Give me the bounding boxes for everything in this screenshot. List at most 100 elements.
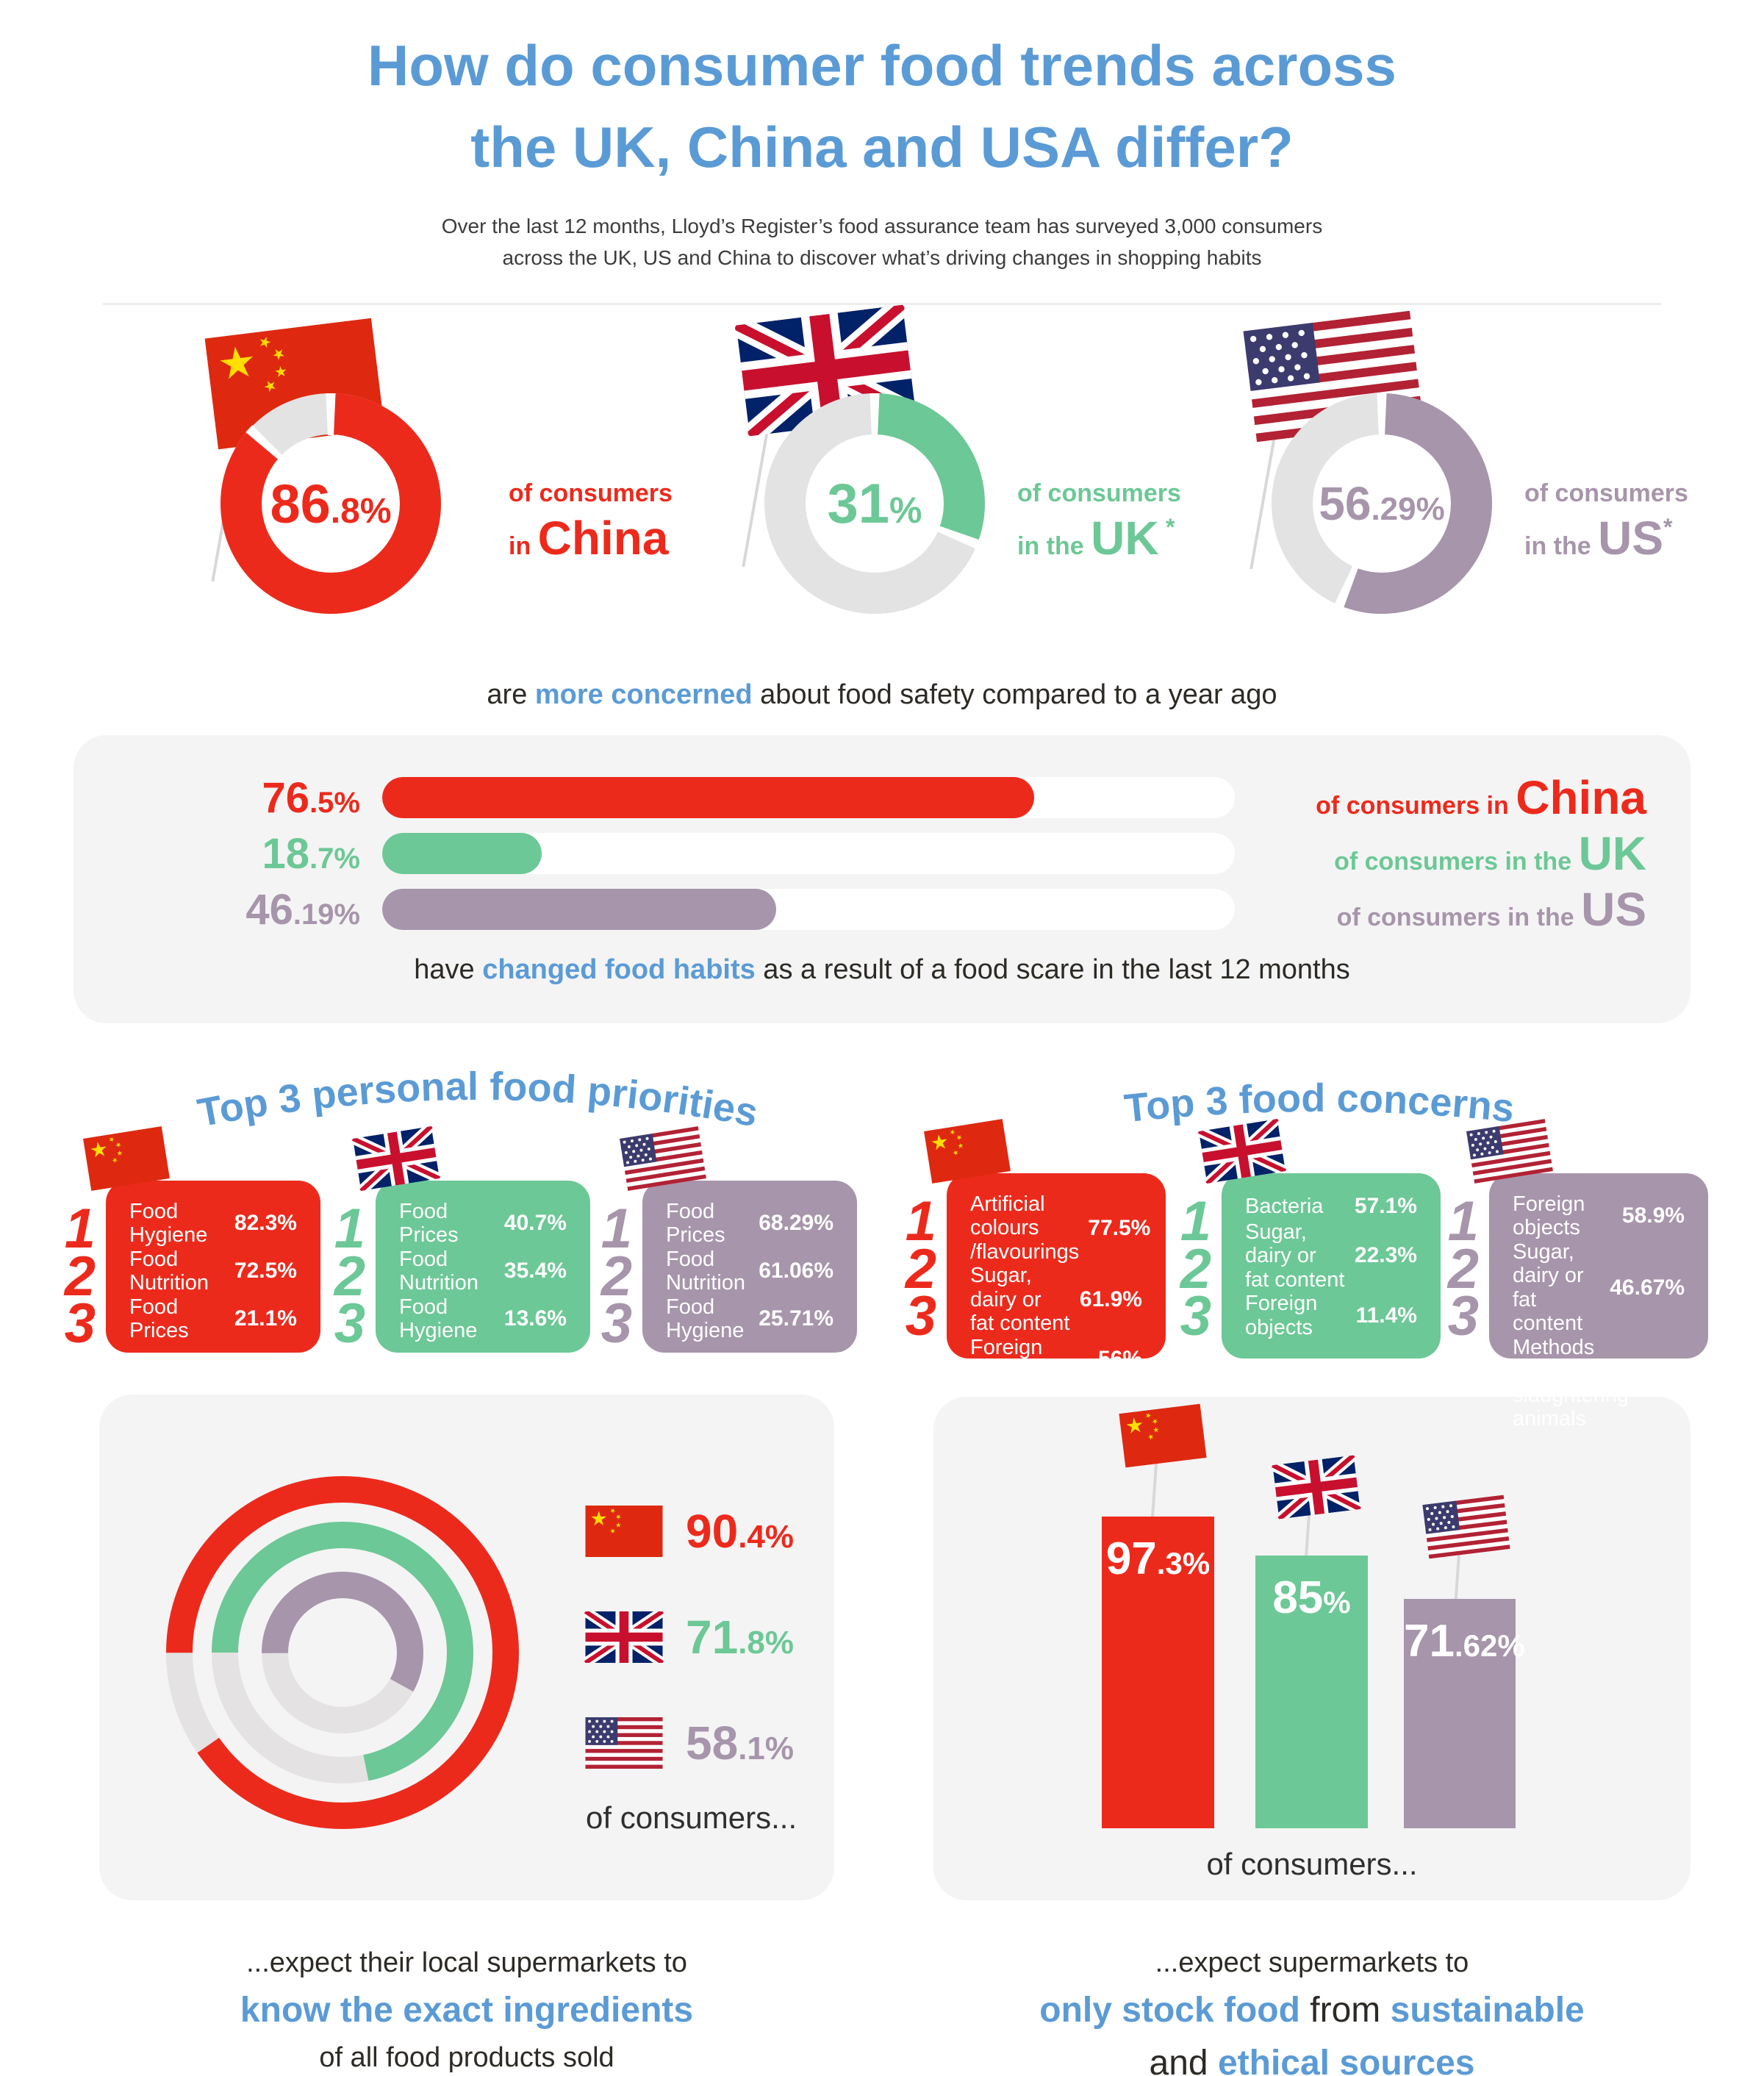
row-value: 68.29% <box>759 1211 833 1236</box>
row-label: Food Hygiene <box>666 1295 745 1343</box>
table-row: Foreign objects 11.4% <box>1245 1292 1417 1339</box>
habits-china-pct-main: 76 <box>262 773 310 822</box>
row-value: 56% <box>1097 1347 1142 1372</box>
us-donut-label-line1: of consumers <box>1524 479 1688 507</box>
row-value: 82.3% <box>234 1211 297 1236</box>
row-label: Food Nutrition <box>666 1247 745 1295</box>
china-donut-label: of consumers in China <box>509 479 673 565</box>
uk-flag-icon <box>584 1611 664 1663</box>
ingredients-of-consumers: of consumers... <box>586 1800 797 1835</box>
us-donut-label: of consumers in the US* <box>1524 479 1688 565</box>
habits-caption-prefix: have <box>414 954 483 985</box>
concerns-china-ranks: 1 2 3 <box>906 1173 947 1366</box>
sustainable-caption-hl2: sustainable <box>1390 1991 1585 2030</box>
table-row: Food Hygiene 13.6% <box>399 1295 567 1343</box>
uk-label-asterisk: * <box>1166 514 1175 540</box>
habits-caption-highlight: changed food habits <box>482 954 756 985</box>
habits-china-bar <box>382 777 1035 818</box>
table-row: Food Hygiene 25.71% <box>666 1295 833 1343</box>
sustainable-caption-line3-hl: ethical sources <box>1217 2044 1475 2076</box>
us-label-prefix: in the <box>1524 532 1599 560</box>
bar-us-value: 71.62% <box>1404 1615 1525 1667</box>
legend-row-china: 90.4% <box>584 1505 794 1558</box>
legend-china-frac: .4% <box>738 1519 795 1555</box>
uk-concern-donut <box>764 393 985 614</box>
bar-china-value-frac: .3% <box>1156 1546 1211 1581</box>
concerns-title: Top 3 food concerns <box>1122 1076 1516 1131</box>
bar-uk-value: 85% <box>1255 1572 1368 1624</box>
uk-donut-value: 31% <box>764 393 985 614</box>
rank-2: 2 <box>600 1245 632 1308</box>
row-value: 57.1% <box>1354 1193 1417 1218</box>
uk-label-prefix: in the <box>1017 532 1091 560</box>
sustainable-caption: ...expect supermarkets to only stock foo… <box>933 1942 1690 2076</box>
rank-1: 1 <box>334 1198 365 1260</box>
sustainable-of-consumers: of consumers... <box>1206 1847 1418 1881</box>
habits-china-pct-frac: .5% <box>309 786 360 819</box>
habits-china-pct: 76.5% <box>118 773 382 823</box>
concerns-table-china: 1 2 3 Artificial colours /flavourings 77.… <box>906 1173 1166 1383</box>
table-row: Sugar, dairy or fat content 46.67% <box>1513 1240 1685 1336</box>
habits-caption: have changed food habits as a result of … <box>74 954 1690 986</box>
bar-china-value-main: 97 <box>1105 1533 1157 1584</box>
us-label-asterisk: * <box>1663 514 1673 540</box>
habits-us-label: of consumers in the US <box>1235 882 1646 937</box>
china-donut-value-frac: .8% <box>330 491 392 531</box>
bar-us-value-frac: .62% <box>1454 1628 1525 1663</box>
china-donut-label-line1: of consumers <box>509 479 673 507</box>
uk-label-country: UK <box>1091 512 1159 565</box>
ingredients-caption: ...expect their local supermarkets to kn… <box>99 1942 834 2076</box>
svg-text:Top 3 personal food priorities: Top 3 personal food priorities <box>194 1064 761 1135</box>
china-label-country: China <box>537 512 669 565</box>
row-value: 34.1% <box>1621 1370 1685 1395</box>
rank-3: 3 <box>334 1292 365 1356</box>
concerns-us-card: Foreign objects 58.9% Sugar, dairy or fat… <box>1489 1173 1708 1431</box>
table-row: Foreign objects 56% <box>970 1336 1142 1384</box>
priorities-table-uk: 1 2 3 Food Prices 40.7% Food Nutrition 35.… <box>334 1181 590 1373</box>
us-label-country: US <box>1598 512 1664 565</box>
legend-uk-value: 71.8% <box>686 1610 794 1664</box>
rank-2: 2 <box>905 1237 936 1300</box>
habits-us-bar <box>382 889 776 930</box>
ingredients-caption-line1: ...expect their local supermarkets to <box>246 1947 687 1978</box>
sustainable-caption-line1: ...expect supermarkets to <box>1155 1947 1469 1978</box>
legend-uk-main: 71 <box>686 1611 739 1664</box>
priorities-us-ranks: 1 2 3 <box>601 1181 642 1373</box>
concerns-us-ranks: 1 2 3 <box>1448 1173 1489 1366</box>
habits-us-pct: 46.19% <box>118 885 382 934</box>
header-divider <box>103 303 1661 305</box>
concerns-table-us: 1 2 3 Foreign objects 58.9% Sugar, dairy … <box>1448 1173 1708 1431</box>
row-label: Sugar, dairy or fat content <box>1513 1239 1584 1336</box>
china-flag-icon <box>1118 1403 1208 1467</box>
page-title: How do consumer food trends across the U… <box>0 25 1764 188</box>
rank-3: 3 <box>600 1292 632 1356</box>
habits-uk-label-prefix: of consumers in the <box>1334 848 1579 876</box>
priorities-table-china: 1 2 3 Food Hygiene 82.3% Food Nutrition 72… <box>65 1181 320 1373</box>
habits-bars: 76.5% of consumers in China 18.7% of con… <box>118 771 1646 936</box>
china-donut-label-line2: in China <box>509 511 673 565</box>
table-row: Food Nutrition 35.4% <box>399 1248 567 1295</box>
page-subtitle-line1: Over the last 12 months, Lloyd’s Registe… <box>441 215 1323 237</box>
page-subtitle: Over the last 12 months, Lloyd’s Registe… <box>0 210 1764 274</box>
priorities-uk-ranks: 1 2 3 <box>334 1181 376 1373</box>
habits-uk-pct-frac: .7% <box>309 842 360 875</box>
bar-uk-value-main: 85 <box>1272 1572 1324 1623</box>
row-label: Bacteria <box>1245 1194 1324 1218</box>
rank-1: 1 <box>64 1198 96 1260</box>
page-title-line2: the UK, China and USA differ? <box>470 114 1294 179</box>
rank-3: 3 <box>64 1292 96 1356</box>
bar-china-value: 97.3% <box>1102 1533 1214 1585</box>
legend-china-value: 90.4% <box>686 1504 794 1558</box>
row-label: Food Prices <box>666 1200 725 1248</box>
rank-2: 2 <box>1447 1237 1479 1300</box>
us-donut-value-frac: .29% <box>1371 491 1445 527</box>
china-donut-notch-start <box>220 393 441 614</box>
uk-donut-notch-start <box>764 393 985 614</box>
row-value: 61.06% <box>759 1259 833 1284</box>
rank-2: 2 <box>64 1245 96 1308</box>
priorities-table-us: 1 2 3 Food Prices 68.29% Food Nutrition 61… <box>601 1181 857 1373</box>
concerns-uk-card: Bacteria 57.1% Sugar, dairy or fat conten… <box>1222 1173 1441 1359</box>
row-value: 77.5% <box>1088 1215 1151 1240</box>
rank-1: 1 <box>600 1198 632 1260</box>
